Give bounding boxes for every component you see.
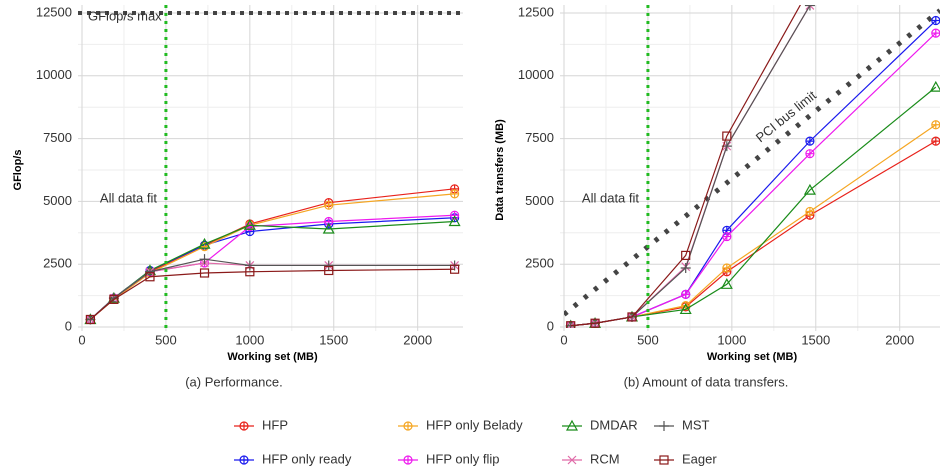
marker	[590, 318, 600, 328]
reference-label: All data fit	[100, 190, 157, 205]
legend-label: HFP only flip	[426, 451, 499, 466]
marker	[805, 136, 815, 146]
y-tick-label: 5000	[525, 193, 554, 208]
marker	[722, 131, 732, 141]
plot	[564, 5, 940, 328]
x-tick-label: 500	[155, 332, 177, 347]
marker	[324, 265, 334, 276]
marker	[245, 267, 255, 277]
marker	[567, 455, 577, 465]
marker	[805, 149, 815, 159]
x-tick-label: 1500	[801, 332, 830, 347]
marker	[659, 421, 669, 431]
marker	[239, 421, 249, 431]
legend-label: DMDAR	[590, 417, 638, 432]
x-tick-label: 1000	[717, 332, 746, 347]
marker	[144, 266, 155, 277]
marker	[681, 289, 691, 299]
reference-line	[564, 8, 940, 317]
x-tick-label: 1500	[319, 332, 348, 347]
series-line	[90, 268, 455, 320]
legend-label: HFP only Belady	[426, 417, 523, 432]
marker	[804, 5, 815, 11]
marker	[931, 28, 940, 38]
marker	[85, 314, 95, 325]
y-axis-label: GFlop/s	[12, 150, 24, 191]
marker	[659, 455, 669, 465]
marker	[239, 455, 249, 465]
y-tick-label: 12500	[518, 4, 554, 19]
y-tick-label: 2500	[43, 256, 72, 271]
marker	[679, 303, 692, 315]
marker	[324, 200, 334, 210]
reference-label: GFlop/s max	[88, 8, 162, 23]
marker	[931, 15, 940, 26]
y-tick-label: 0	[547, 318, 554, 333]
marker	[680, 262, 691, 273]
marker	[722, 263, 732, 273]
marker	[199, 254, 210, 265]
legend-label: Eager	[682, 451, 717, 466]
marker	[722, 231, 732, 242]
reference-label: All data fit	[582, 190, 639, 205]
x-axis-label: Working set (MB)	[707, 351, 798, 363]
series-line	[570, 5, 802, 327]
x-axis-label: Working set (MB)	[227, 351, 318, 363]
marker	[931, 120, 940, 130]
plot	[84, 184, 461, 325]
marker	[109, 294, 119, 304]
marker	[566, 321, 576, 328]
y-tick-label: 7500	[43, 130, 72, 145]
caption: (a) Performance.	[185, 374, 283, 389]
y-tick-label: 5000	[43, 193, 72, 208]
marker	[403, 455, 413, 465]
marker	[450, 189, 460, 199]
y-tick-label: 10000	[36, 67, 72, 82]
marker	[929, 80, 940, 92]
marker	[198, 237, 211, 249]
marker	[681, 250, 691, 261]
marker	[323, 260, 334, 271]
marker	[403, 421, 413, 431]
legend-label: MST	[682, 417, 710, 432]
x-tick-label: 2000	[885, 332, 914, 347]
x-tick-label: 500	[637, 332, 659, 347]
marker	[322, 222, 335, 234]
y-tick-label: 0	[65, 318, 72, 333]
x-tick-label: 0	[560, 332, 567, 347]
x-tick-label: 2000	[403, 332, 432, 347]
caption: (b) Amount of data transfers.	[624, 374, 789, 389]
plot-area	[560, 5, 940, 331]
legend-label: RCM	[590, 451, 620, 466]
marker	[450, 210, 460, 220]
y-tick-label: 2500	[525, 256, 554, 271]
marker	[450, 264, 460, 274]
marker	[244, 260, 255, 271]
y-axis-label: Data transfers (MB)	[494, 119, 506, 221]
legend-label: HFP only ready	[262, 451, 352, 466]
marker	[243, 219, 256, 230]
marker	[565, 419, 579, 431]
marker	[720, 278, 733, 289]
marker	[448, 215, 461, 227]
legend-label: HFP	[262, 417, 288, 432]
marker	[931, 136, 940, 146]
marker	[803, 183, 816, 195]
y-tick-label: 12500	[36, 4, 72, 19]
y-tick-label: 10000	[518, 67, 554, 82]
x-tick-label: 0	[78, 332, 85, 347]
marker	[627, 312, 637, 322]
marker	[199, 268, 210, 278]
marker	[145, 272, 155, 282]
y-tick-label: 7500	[525, 130, 554, 145]
marker	[805, 206, 815, 217]
x-tick-label: 1000	[235, 332, 264, 347]
